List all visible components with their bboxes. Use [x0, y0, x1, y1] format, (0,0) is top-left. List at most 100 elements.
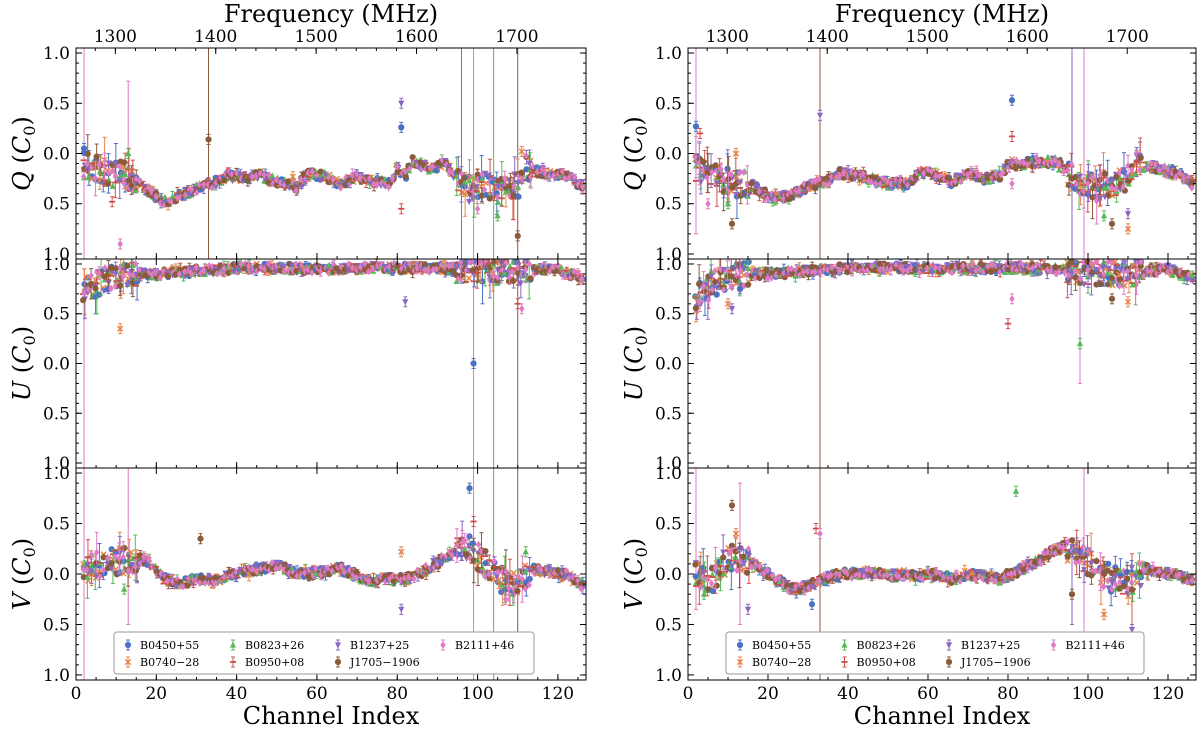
y-axis-label: U (C0): [8, 326, 39, 401]
outlier-point: [503, 596, 508, 603]
error-spike: [1082, 48, 1086, 259]
data-point: [221, 177, 227, 183]
data-point: [92, 285, 98, 291]
data-point: [700, 159, 706, 165]
data-point: [94, 549, 99, 556]
data-point: [515, 194, 521, 200]
outlier-point: [398, 124, 404, 130]
data-point: [1138, 155, 1144, 161]
data-point: [714, 292, 720, 298]
outlier-point: [1125, 211, 1131, 217]
y-tick-label: 1.0: [43, 464, 70, 484]
data-point: [94, 154, 100, 160]
y-tick-label: 0.5: [43, 195, 70, 215]
outlier-point: [81, 145, 87, 151]
subplot-u: 1.00.50.00.51.0U (C0): [8, 242, 586, 474]
top-axis-label: Frequency (MHz): [224, 0, 438, 28]
subplot-q: 1.00.50.00.51.0Q (C0): [620, 44, 1196, 265]
data-points: [80, 242, 586, 468]
error-spike: [207, 48, 211, 259]
outlier-point: [515, 233, 521, 239]
data-point: [511, 570, 516, 575]
legend-marker: [125, 642, 131, 648]
y-axis-label: V (C0): [8, 538, 39, 610]
legend-label: J1705−1906: [349, 656, 420, 669]
x-axis-label: Channel Index: [243, 702, 420, 730]
subplot-u: 1.00.50.00.51.0U (C0): [620, 242, 1196, 474]
legend-label: B0450+55: [140, 639, 199, 652]
x-tick-label: 40: [226, 684, 248, 704]
data-points: [81, 48, 586, 259]
outlier-point: [117, 240, 122, 247]
x-tick-label: 80: [386, 684, 408, 704]
error-spike: [818, 269, 822, 468]
data-point: [527, 275, 533, 281]
data-point: [105, 181, 111, 187]
y-tick-label: 0.5: [655, 195, 682, 215]
error-spike: [492, 48, 496, 259]
outlier-point: [705, 200, 710, 207]
outlier-point: [1009, 97, 1015, 103]
legend-label: B0740−28: [140, 656, 199, 669]
outlier-point: [475, 205, 480, 212]
data-point: [514, 588, 520, 594]
error-spike: [492, 269, 496, 468]
subplot-q: 1.00.50.00.51.0Q (C0): [8, 44, 586, 265]
y-tick-label: 0.0: [655, 145, 682, 165]
x-tick-label: 120: [542, 684, 574, 704]
data-point: [466, 276, 471, 281]
y-tick-label: 0.0: [43, 565, 70, 585]
y-tick-label: 1.0: [43, 255, 70, 275]
outlier-point: [495, 212, 501, 218]
outlier-point: [1009, 180, 1014, 187]
legend: B0450+55 B0740−28 B0823+26 B0950+08 B1237+25…: [114, 632, 534, 674]
x-tick-label: 0: [71, 684, 82, 704]
y-tick-label: 0.5: [655, 94, 682, 114]
y-tick-label: 1.0: [43, 666, 70, 686]
legend-label: B1237+25: [350, 639, 409, 652]
y-axis-label: Q (C0): [8, 116, 39, 191]
outlier-point: [817, 113, 823, 119]
data-point: [117, 283, 123, 289]
data-point: [80, 297, 86, 303]
data-point: [693, 305, 699, 311]
data-point: [121, 159, 127, 165]
top-x-tick-label: 1700: [495, 27, 538, 47]
panel-left: 1.00.50.00.51.0Q (C0)1.00.50.00.51.0U (C…: [8, 0, 586, 730]
data-point: [476, 541, 481, 548]
outlier-point: [402, 299, 408, 305]
outlier-point: [519, 305, 524, 312]
error-spike: [818, 48, 822, 259]
top-x-tick-label: 1600: [395, 27, 438, 47]
data-points: [692, 242, 1195, 468]
data-points: [693, 48, 1196, 259]
y-tick-label: 0.5: [43, 515, 70, 535]
top-x-tick-label: 1400: [194, 27, 237, 47]
outlier-point: [729, 221, 735, 227]
error-spike: [1078, 269, 1082, 383]
panel-right: 1.00.50.00.51.0Q (C0)1.00.50.00.51.0U (C…: [620, 0, 1196, 730]
outlier-point: [523, 548, 529, 554]
data-point: [482, 548, 488, 554]
legend-label: B2111+46: [455, 639, 514, 652]
legend-label: B0823+26: [245, 639, 304, 652]
data-point: [748, 180, 754, 186]
y-tick-label: 0.5: [43, 94, 70, 114]
top-x-tick-label: 1500: [295, 27, 338, 47]
legend-marker: [335, 659, 341, 665]
outlier-point: [1101, 212, 1107, 218]
y-tick-label: 1.0: [655, 44, 682, 64]
data-point: [1102, 171, 1108, 177]
x-tick-label: 100: [461, 684, 493, 704]
axes-frame: [76, 259, 586, 468]
y-tick-label: 0.5: [43, 305, 70, 325]
data-point: [121, 545, 127, 551]
legend-label: B0950+08: [245, 656, 304, 669]
data-point: [458, 272, 464, 278]
data-point: [466, 199, 472, 205]
data-point: [741, 169, 746, 176]
axes-frame: [76, 48, 586, 259]
y-tick-label: 0.0: [43, 145, 70, 165]
y-tick-label: 0.0: [43, 355, 70, 375]
